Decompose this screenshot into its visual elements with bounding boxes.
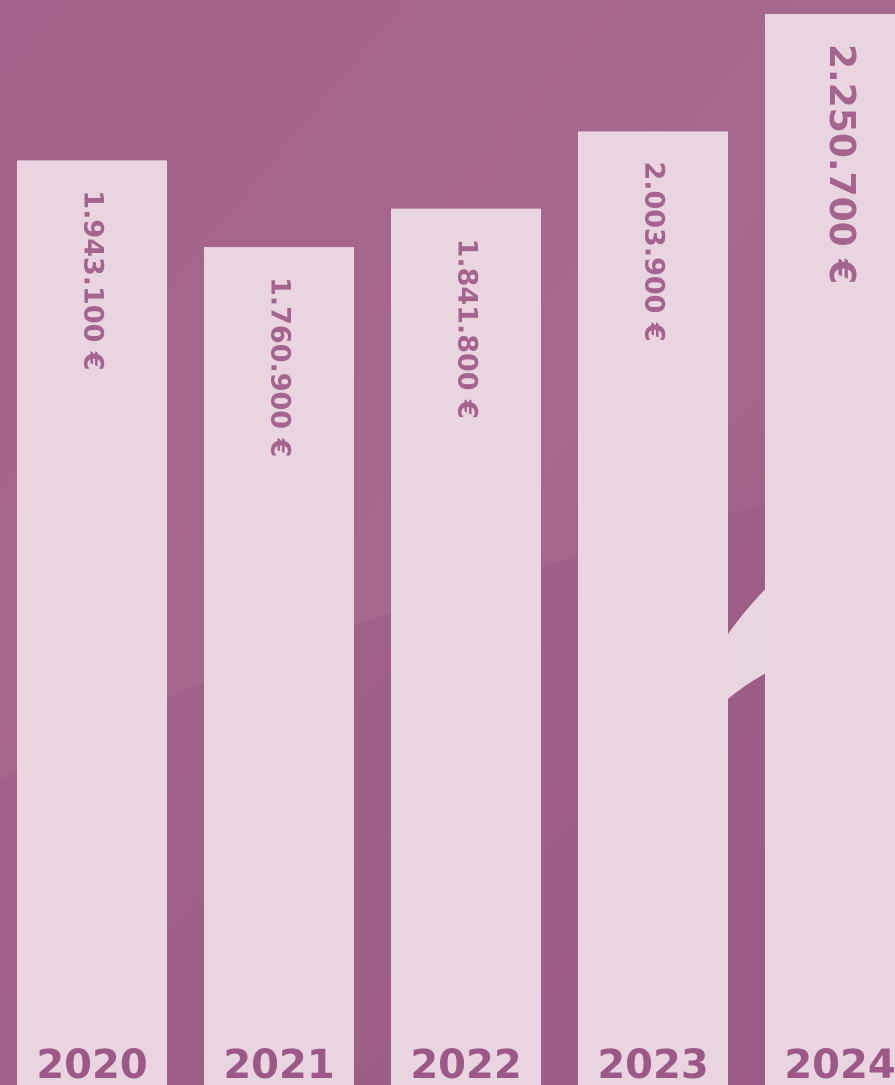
value-label: 1.841.800 € (452, 239, 483, 419)
x-tick-label: 2022 (410, 1042, 521, 1085)
x-tick-label: 2023 (597, 1042, 708, 1085)
x-tick-label: 2021 (223, 1042, 334, 1085)
x-tick-label: 2020 (36, 1042, 147, 1085)
bar (391, 208, 541, 1085)
bar (17, 160, 167, 1085)
value-label: 2.250.700 € (821, 44, 862, 284)
value-label: 1.943.100 € (78, 190, 109, 370)
value-label: 2.003.900 € (639, 161, 670, 341)
x-tick-label: 2024 (784, 1042, 895, 1085)
bar (204, 247, 354, 1085)
bar (578, 131, 728, 1085)
value-label: 1.760.900 € (265, 277, 296, 457)
bar (765, 14, 895, 1085)
